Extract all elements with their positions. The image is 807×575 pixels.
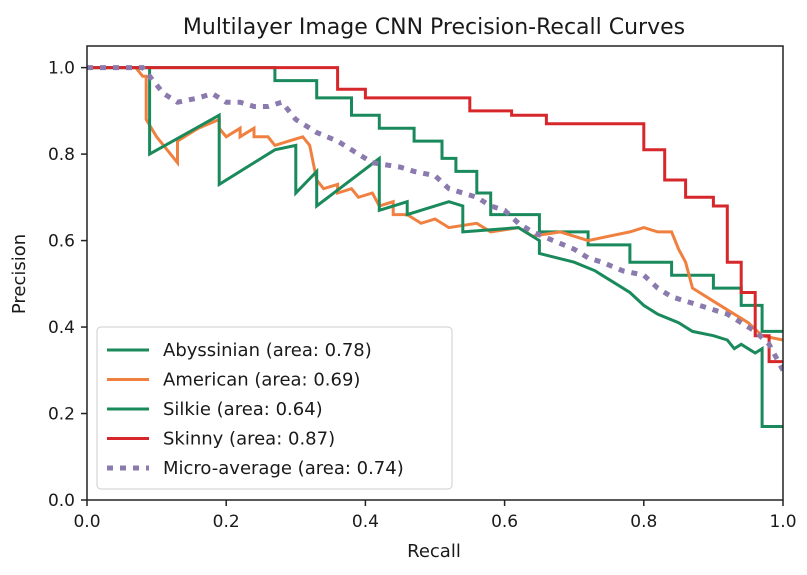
- chart-title: Multilayer Image CNN Precision-Recall Cu…: [183, 15, 685, 40]
- y-axis-label: Precision: [9, 234, 30, 314]
- series-line-4: [87, 65, 783, 372]
- x-tick-label: 0.6: [491, 512, 518, 532]
- y-axis: 0.0 0.2 0.4 0.6 0.8 1.0: [48, 59, 87, 511]
- x-tick-label: 0.0: [73, 512, 100, 532]
- legend-label-3: Skinny (area: 0.87): [163, 429, 335, 450]
- x-axis-label: Recall: [407, 541, 461, 562]
- x-tick-label: 0.8: [630, 512, 657, 532]
- y-tick-label: 0.8: [48, 145, 75, 165]
- x-axis: 0.0 0.2 0.4 0.6 0.8 1.0: [73, 500, 797, 532]
- plot-frame: [86, 45, 784, 501]
- y-tick-label: 0.2: [48, 405, 75, 425]
- series-line-0: [87, 66, 783, 333]
- legend-label-2: Silkie (area: 0.64): [163, 399, 323, 420]
- x-tick-label: 0.4: [352, 512, 379, 532]
- y-tick-label: 0.6: [48, 232, 75, 252]
- legend-label-0: Abyssinian (area: 0.78): [163, 340, 372, 361]
- y-tick-label: 0.0: [48, 491, 75, 511]
- series-line-2: [87, 66, 783, 428]
- y-tick-label: 0.4: [48, 318, 75, 338]
- series-line-3: [87, 66, 783, 364]
- legend-label-1: American (area: 0.69): [163, 370, 360, 391]
- x-tick-label: 0.2: [213, 512, 240, 532]
- legend: Abyssinian (area: 0.78) American (area: 0…: [96, 326, 453, 490]
- x-tick-label: 1.0: [769, 512, 796, 532]
- legend-box: [96, 326, 453, 490]
- y-tick-label: 1.0: [48, 59, 75, 79]
- legend-label-4: Micro-average (area: 0.74): [163, 458, 404, 479]
